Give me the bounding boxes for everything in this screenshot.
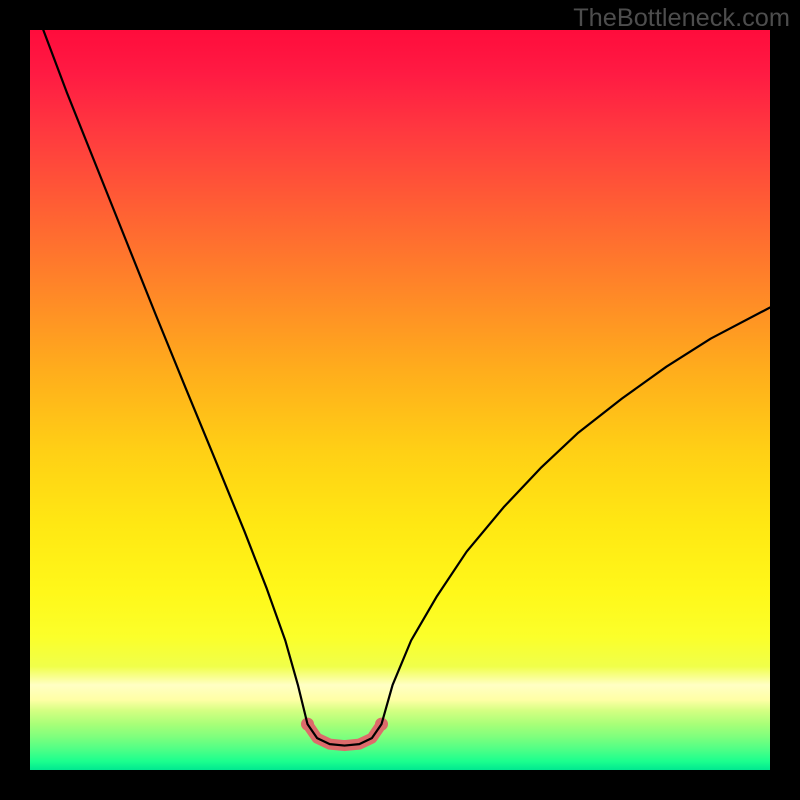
chart-stage: TheBottleneck.com xyxy=(0,0,800,800)
watermark-text: TheBottleneck.com xyxy=(573,4,790,33)
bottleneck-chart xyxy=(0,0,800,800)
